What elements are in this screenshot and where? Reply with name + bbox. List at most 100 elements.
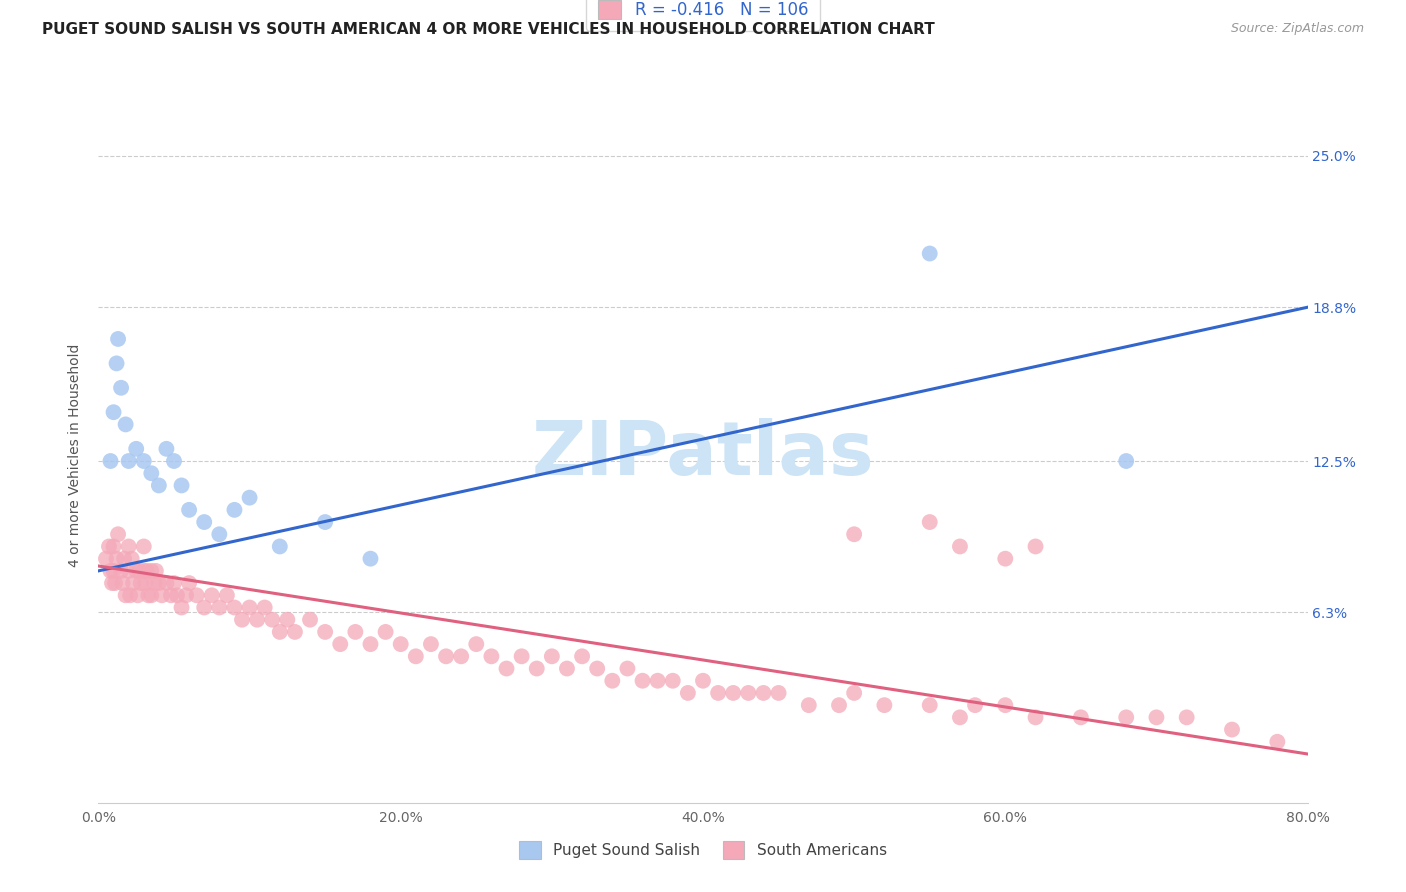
- Point: [170, 478, 193, 492]
- Point: [155, 442, 177, 456]
- Point: [844, 686, 866, 700]
- Point: [465, 637, 488, 651]
- Point: [107, 332, 129, 346]
- Point: [262, 613, 284, 627]
- Point: [360, 637, 382, 651]
- Point: [98, 540, 121, 554]
- Point: [143, 576, 166, 591]
- Point: [314, 515, 336, 529]
- Point: [1115, 454, 1137, 468]
- Point: [148, 478, 170, 492]
- Point: [224, 600, 246, 615]
- Point: [125, 564, 148, 578]
- Point: [994, 551, 1017, 566]
- Point: [602, 673, 624, 688]
- Point: [103, 405, 125, 419]
- Point: [118, 454, 141, 468]
- Point: [105, 356, 128, 370]
- Point: [253, 600, 276, 615]
- Point: [105, 551, 128, 566]
- Point: [179, 576, 201, 591]
- Point: [949, 710, 972, 724]
- Point: [949, 540, 972, 554]
- Text: PUGET SOUND SALISH VS SOUTH AMERICAN 4 OR MORE VEHICLES IN HOUSEHOLD CORRELATION: PUGET SOUND SALISH VS SOUTH AMERICAN 4 O…: [42, 22, 935, 37]
- Point: [828, 698, 851, 713]
- Point: [510, 649, 533, 664]
- Point: [103, 564, 125, 578]
- Point: [405, 649, 427, 664]
- Point: [114, 417, 136, 432]
- Point: [141, 588, 163, 602]
- Point: [101, 576, 124, 591]
- Point: [420, 637, 443, 651]
- Point: [918, 246, 941, 260]
- Text: ZIPatlas: ZIPatlas: [531, 418, 875, 491]
- Point: [145, 564, 167, 578]
- Point: [239, 491, 262, 505]
- Point: [121, 551, 143, 566]
- Point: [231, 613, 253, 627]
- Point: [299, 613, 322, 627]
- Point: [128, 564, 150, 578]
- Point: [1220, 723, 1243, 737]
- Point: [179, 503, 201, 517]
- Point: [1115, 710, 1137, 724]
- Point: [994, 698, 1017, 713]
- Point: [111, 576, 134, 591]
- Point: [450, 649, 472, 664]
- Point: [132, 564, 155, 578]
- Point: [360, 551, 382, 566]
- Point: [329, 637, 352, 651]
- Point: [918, 698, 941, 713]
- Point: [103, 540, 125, 554]
- Point: [918, 515, 941, 529]
- Point: [114, 588, 136, 602]
- Point: [150, 588, 173, 602]
- Point: [110, 381, 132, 395]
- Point: [1175, 710, 1198, 724]
- Point: [526, 661, 548, 675]
- Point: [132, 540, 155, 554]
- Point: [193, 600, 215, 615]
- Point: [768, 686, 790, 700]
- Point: [246, 613, 269, 627]
- Point: [873, 698, 896, 713]
- Point: [1024, 540, 1046, 554]
- Point: [160, 588, 183, 602]
- Point: [1267, 735, 1289, 749]
- Point: [571, 649, 593, 664]
- Point: [118, 540, 141, 554]
- Point: [155, 576, 177, 591]
- Point: [1070, 710, 1092, 724]
- Point: [389, 637, 412, 651]
- Point: [125, 442, 148, 456]
- Point: [163, 576, 186, 591]
- Y-axis label: 4 or more Vehicles in Household: 4 or more Vehicles in Household: [69, 343, 83, 566]
- Point: [844, 527, 866, 541]
- Point: [269, 624, 291, 639]
- Point: [495, 661, 517, 675]
- Point: [481, 649, 503, 664]
- Point: [107, 527, 129, 541]
- Point: [1024, 710, 1046, 724]
- Point: [692, 673, 714, 688]
- Point: [122, 576, 145, 591]
- Point: [224, 503, 246, 517]
- Point: [100, 564, 122, 578]
- Point: [118, 564, 141, 578]
- Point: [1146, 710, 1168, 724]
- Point: [586, 661, 609, 675]
- Point: [170, 600, 193, 615]
- Point: [104, 576, 127, 591]
- Point: [100, 454, 122, 468]
- Text: Source: ZipAtlas.com: Source: ZipAtlas.com: [1230, 22, 1364, 36]
- Point: [141, 467, 163, 481]
- Point: [141, 564, 163, 578]
- Point: [94, 551, 117, 566]
- Point: [661, 673, 683, 688]
- Point: [166, 588, 188, 602]
- Point: [647, 673, 669, 688]
- Point: [208, 527, 231, 541]
- Point: [129, 576, 152, 591]
- Point: [239, 600, 262, 615]
